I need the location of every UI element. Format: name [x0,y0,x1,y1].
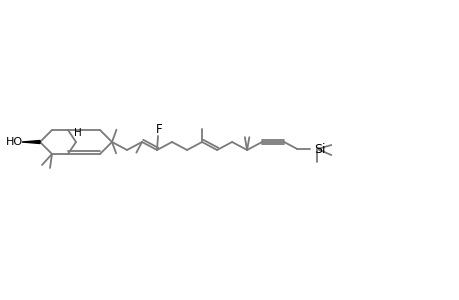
Text: H: H [74,128,82,138]
Text: F: F [156,124,162,136]
Text: HO: HO [6,137,22,147]
Polygon shape [22,140,40,143]
Text: Si: Si [314,142,325,155]
